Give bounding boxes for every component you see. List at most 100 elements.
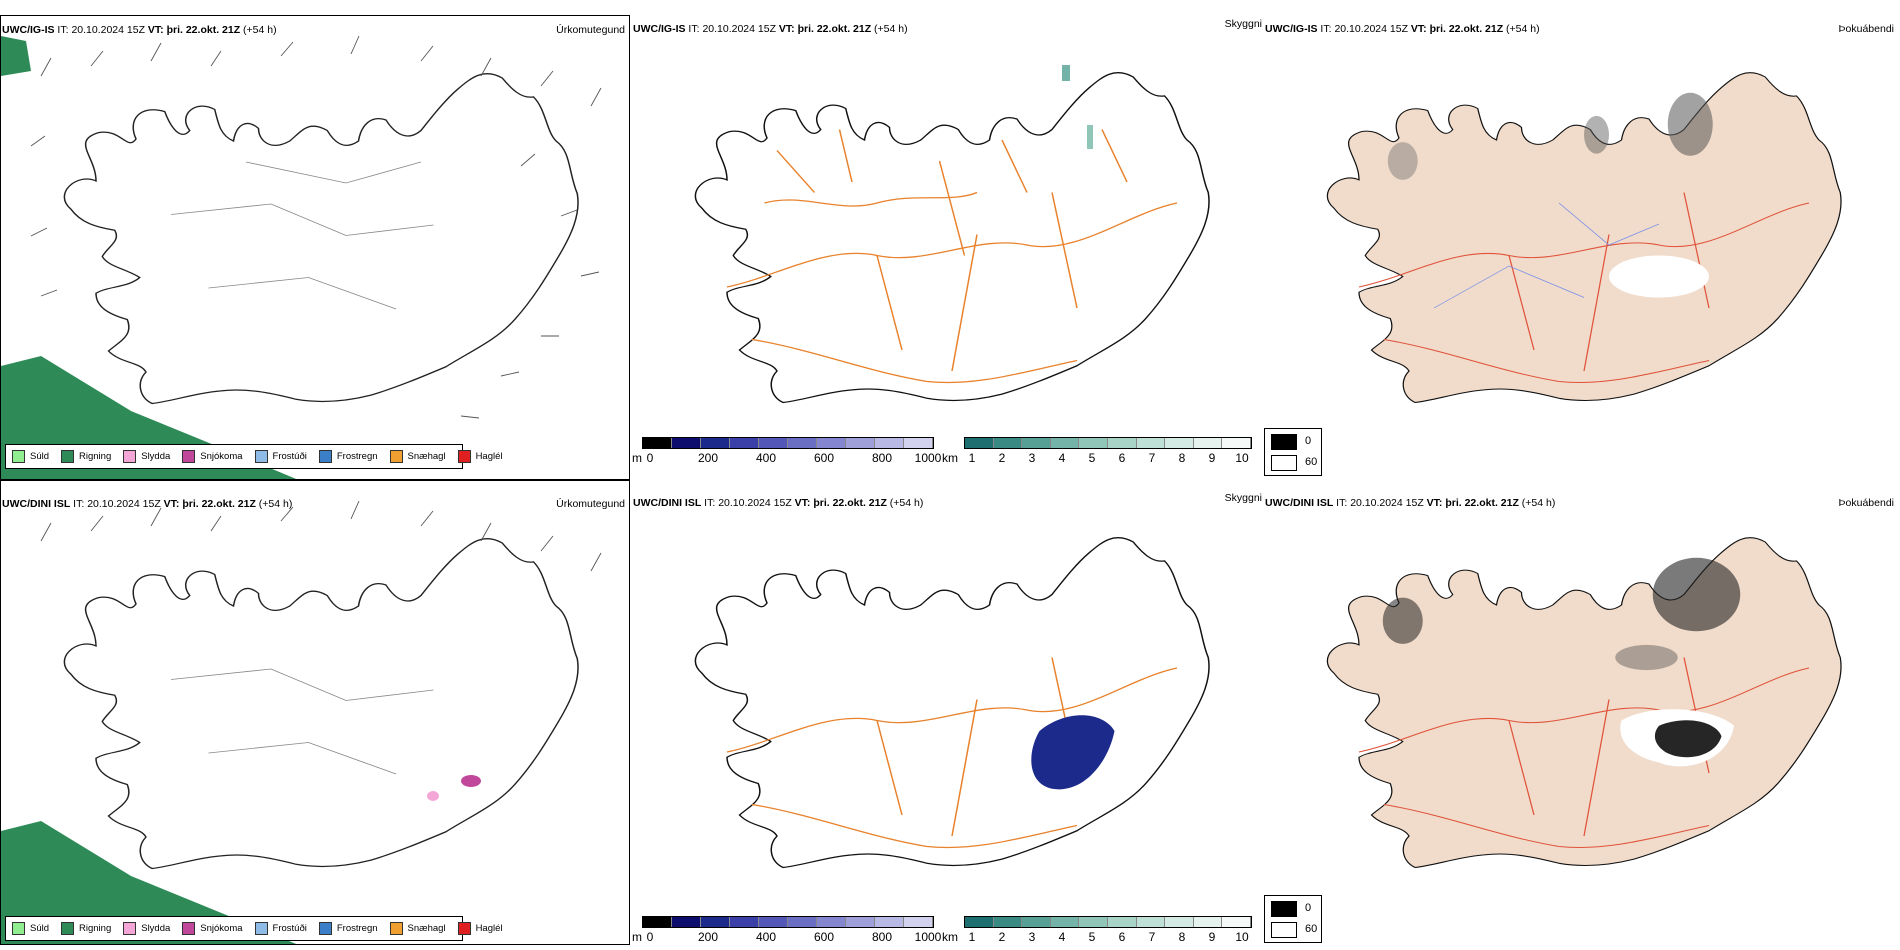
legend-swatch [457, 922, 471, 935]
visibility-tick: 6 [1118, 451, 1126, 465]
precip-panel-row1: UWC/IG-IS IT: 20.10.2024 15Z VT: þri. 22… [0, 15, 630, 480]
legend-swatch [123, 922, 137, 935]
visibility-tick: 7 [1148, 451, 1156, 465]
legend-swatch [457, 450, 471, 463]
visibility-bar [964, 916, 1252, 928]
fog-panel-row1: UWC/IG-IS IT: 20.10.2024 15Z VT: þri. 22… [1264, 15, 1894, 480]
visibility-tick: 1 [968, 451, 976, 465]
legend-item: Frostregn [318, 450, 378, 463]
legend-swatch [318, 450, 332, 463]
visibility-unit: km [942, 451, 958, 465]
legend-item: Snæhagl [389, 922, 446, 935]
legend-swatch [254, 922, 268, 935]
fog-swatch [1271, 901, 1297, 917]
visibility-tick: 8 [1178, 930, 1186, 944]
legend-swatch [182, 922, 196, 935]
cloud-base-bar [642, 437, 934, 449]
fog-map [1326, 537, 1842, 869]
legend-swatch [254, 450, 268, 463]
cloud-base-tick: 600 [813, 451, 835, 465]
cloud-base-bar [642, 916, 934, 928]
visibility-tick: 7 [1148, 930, 1156, 944]
fog-panel-row2: UWC/DINI ISL IT: 20.10.2024 15Z VT: þri.… [1264, 480, 1894, 945]
cloud-base-tick: 800 [871, 930, 893, 944]
cloud-base-tick: 0 [646, 930, 654, 944]
visibility-panel-row1: UWC/IG-IS IT: 20.10.2024 15Z VT: þri. 22… [632, 15, 1262, 480]
visibility-map [694, 536, 1210, 869]
legend-swatch [318, 922, 332, 935]
visibility-tick: 2 [998, 930, 1006, 944]
cloud-base-tick: 200 [697, 930, 719, 944]
fog-legend-label: 60 [1305, 923, 1318, 935]
cloud-base-tick: 400 [755, 451, 777, 465]
visibility-tick: 5 [1088, 930, 1096, 944]
visibility-tick: 1 [968, 930, 976, 944]
legend-item: Slydda [123, 450, 170, 463]
fog-legend-label: 0 [1305, 435, 1312, 447]
legend-item: Frostúði [254, 922, 307, 935]
legend-item: Rigning [61, 922, 111, 935]
visibility-colorbar: km 1 2 3 4 5 6 7 8 9 10 [942, 437, 1262, 465]
cloud-base-unit: m [632, 451, 642, 465]
precip-legend: Súld Rigning Slydda Snjókoma Frostúði Fr… [5, 444, 503, 469]
cloud-base-tick: 0 [646, 451, 654, 465]
fog-swatch [1271, 455, 1297, 471]
panel-header: UWC/IG-IS IT: 20.10.2024 15Z VT: þri. 22… [633, 23, 908, 35]
cloud-base-colorbar: m 0 200 400 600 800 1000 [632, 916, 942, 944]
precip-legend: Súld Rigning Slydda Snjókoma Frostúði Fr… [5, 916, 503, 941]
fog-legend: 0 60 [1264, 895, 1322, 943]
cloud-base-unit: m [632, 930, 642, 944]
visibility-tick: 9 [1208, 930, 1216, 944]
legend-item: Haglél [457, 922, 503, 935]
legend-swatch [61, 450, 75, 463]
panel-header: UWC/DINI ISL IT: 20.10.2024 15Z VT: þri.… [2, 498, 293, 510]
cloud-base-colorbar: m 0 200 400 600 800 1000 [632, 437, 942, 465]
legend-swatch [182, 450, 196, 463]
legend-item: Frostregn [318, 922, 378, 935]
fog-swatch [1271, 434, 1297, 450]
visibility-tick: 9 [1208, 451, 1216, 465]
legend-item: Snjókoma [182, 922, 243, 935]
cloud-base-tick: 600 [813, 930, 835, 944]
panel-title: Þokuábendi [1838, 23, 1894, 35]
panel-title: Þokuábendi [1838, 497, 1894, 509]
panel-title: Skyggni [1224, 492, 1262, 504]
panel-title: Skyggni [1224, 18, 1262, 30]
visibility-tick: 5 [1088, 451, 1096, 465]
fog-legend-label: 60 [1305, 456, 1318, 468]
precip-map [1, 500, 602, 944]
legend-swatch [389, 922, 403, 935]
legend-item: Slydda [123, 922, 170, 935]
legend-item: Snjókoma [182, 450, 243, 463]
legend-item: Súld [12, 922, 49, 935]
panel-title: Úrkomutegund [556, 498, 625, 510]
visibility-tick: 4 [1058, 930, 1066, 944]
legend-item: Haglél [457, 450, 503, 463]
visibility-tick: 10 [1235, 451, 1249, 465]
fog-swatch [1271, 922, 1297, 938]
panel-title: Úrkomutegund [556, 24, 625, 36]
legend-item: Súld [12, 450, 49, 463]
visibility-tick: 10 [1235, 930, 1249, 944]
cloud-base-tick: 1000 [914, 930, 942, 944]
panel-header: UWC/IG-IS IT: 20.10.2024 15Z VT: þri. 22… [1265, 23, 1540, 35]
visibility-unit: km [942, 930, 958, 944]
fog-legend: 0 60 [1264, 428, 1322, 476]
legend-swatch [61, 922, 75, 935]
fog-legend-label: 0 [1305, 902, 1312, 914]
visibility-bar [964, 437, 1252, 449]
panel-header: UWC/DINI ISL IT: 20.10.2024 15Z VT: þri.… [1265, 497, 1556, 509]
legend-swatch [123, 450, 137, 463]
visibility-tick: 6 [1118, 930, 1126, 944]
visibility-panel-row2: UWC/DINI ISL IT: 20.10.2024 15Z VT: þri.… [632, 480, 1262, 945]
legend-swatch [12, 450, 25, 463]
legend-item: Rigning [61, 450, 111, 463]
legend-swatch [389, 450, 403, 463]
panel-header: UWC/DINI ISL IT: 20.10.2024 15Z VT: þri.… [633, 497, 924, 509]
visibility-map [694, 65, 1210, 404]
fog-map [1326, 72, 1842, 404]
precip-panel-row2: UWC/DINI ISL IT: 20.10.2024 15Z VT: þri.… [0, 480, 630, 945]
legend-item: Frostúði [254, 450, 307, 463]
precip-map [1, 35, 602, 479]
cloud-base-tick: 400 [755, 930, 777, 944]
